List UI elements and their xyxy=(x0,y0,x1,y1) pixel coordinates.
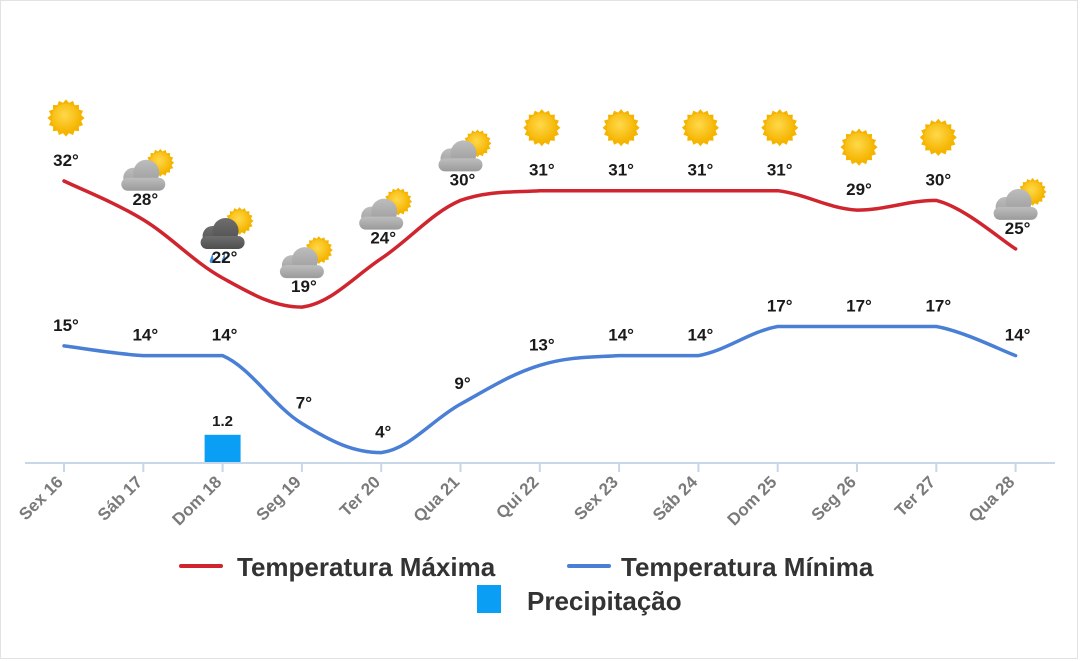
min-value-label: 17° xyxy=(846,297,872,316)
legend-item-max: Temperatura Máxima xyxy=(179,552,496,582)
legend: Temperatura Máxima Temperatura Mínima Pr… xyxy=(179,552,874,616)
x-tick-label: Sex 16 xyxy=(15,472,67,524)
series-line-max xyxy=(62,179,1018,309)
sun-icon xyxy=(840,128,878,166)
max-value-label: 19° xyxy=(291,277,317,296)
legend-item-min: Temperatura Mínima xyxy=(567,552,874,582)
min-value-label: 14° xyxy=(132,326,158,345)
min-value-label: 14° xyxy=(1005,326,1031,345)
precipitation-value-label: 1.2 xyxy=(212,413,233,430)
sun-cloud-icon xyxy=(279,236,333,279)
max-value-label: 28° xyxy=(132,190,158,209)
max-value-label: 24° xyxy=(370,229,396,248)
x-tick-label: Qui 22 xyxy=(492,472,542,522)
sun-cloud-icon xyxy=(993,178,1047,220)
legend-swatch-precip xyxy=(477,585,501,613)
min-value-label: 14° xyxy=(688,326,714,345)
min-value-label: 4° xyxy=(375,423,391,442)
max-value-label: 32° xyxy=(53,151,79,170)
min-value-label: 17° xyxy=(767,297,793,316)
x-tick-label: Dom 25 xyxy=(724,472,781,529)
x-tick-label: Dom 18 xyxy=(169,472,226,529)
sun-cloud-icon xyxy=(359,187,413,230)
min-value-label: 9° xyxy=(454,374,470,393)
weather-icons xyxy=(47,99,1047,279)
sun-cloud-icon xyxy=(121,148,175,191)
x-tick-label: Sáb 24 xyxy=(649,472,702,525)
sun-icon xyxy=(761,109,799,147)
series-line-min xyxy=(62,324,1018,455)
x-tick-label: Seg 26 xyxy=(808,472,860,524)
sun-icon xyxy=(919,118,957,156)
sun-icon xyxy=(681,109,719,147)
min-value-label: 7° xyxy=(296,394,312,413)
x-axis-ticks: Sex 16 Sáb 17 Dom 18 Seg 19 Ter 20 Qua 21 Qui … xyxy=(15,463,1018,529)
value-labels: 32° 28° 22° 19° 24° 30° 31° 31° 31° 31° 29° 30° 25° 1… xyxy=(53,151,1031,442)
legend-label-max: Temperatura Máxima xyxy=(237,552,496,582)
max-value-label: 22° xyxy=(212,248,238,267)
max-value-label: 30° xyxy=(450,170,476,189)
x-tick-label: Seg 19 xyxy=(253,472,305,524)
series-lines xyxy=(62,179,1018,455)
x-tick-label: Sex 23 xyxy=(570,472,622,524)
precipitation-bar xyxy=(204,434,241,463)
x-tick-label: Qua 21 xyxy=(410,472,464,526)
x-tick-label: Ter 20 xyxy=(336,472,384,520)
min-value-label: 14° xyxy=(212,326,238,345)
x-tick-label: Qua 28 xyxy=(965,472,1019,526)
min-value-label: 15° xyxy=(53,316,79,335)
max-value-label: 30° xyxy=(925,170,951,189)
max-value-label: 31° xyxy=(608,161,634,180)
legend-label-min: Temperatura Mínima xyxy=(621,552,874,582)
max-value-label: 31° xyxy=(529,161,555,180)
max-value-label: 29° xyxy=(846,180,872,199)
sun-icon xyxy=(523,109,561,147)
sun-cloud-rain-icon xyxy=(200,207,254,263)
sun-cloud-icon xyxy=(438,129,492,172)
max-value-label: 25° xyxy=(1005,219,1031,238)
precipitation-bars: 1.2 xyxy=(204,413,241,463)
legend-item-precip: Precipitação xyxy=(477,585,682,616)
min-value-label: 17° xyxy=(925,297,951,316)
sun-icon xyxy=(602,109,640,147)
max-value-label: 31° xyxy=(767,161,793,180)
sun-icon xyxy=(47,99,85,137)
x-tick-label: Sáb 17 xyxy=(94,472,146,524)
min-value-label: 14° xyxy=(608,326,634,345)
max-value-label: 31° xyxy=(688,161,714,180)
x-tick-label: Ter 27 xyxy=(891,472,939,520)
legend-label-precip: Precipitação xyxy=(527,586,682,616)
min-value-label: 13° xyxy=(529,335,555,354)
